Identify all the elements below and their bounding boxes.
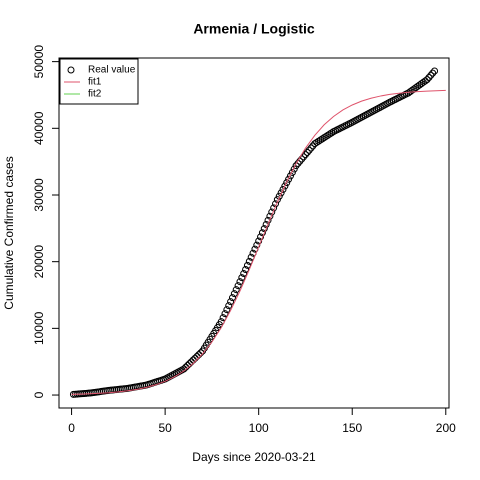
- data-point: [257, 233, 265, 241]
- x-tick-label: 50: [158, 421, 172, 435]
- data-point: [301, 151, 309, 159]
- data-point: [305, 146, 313, 154]
- x-axis-label: Days since 2020-03-21: [192, 450, 316, 464]
- y-tick-label: 50000: [32, 45, 46, 79]
- data-point: [423, 76, 431, 84]
- plot-frame: [58, 57, 450, 409]
- data-point: [290, 165, 298, 173]
- y-tick-label: 0: [32, 391, 46, 398]
- data-point: [279, 185, 287, 193]
- data-point: [303, 148, 311, 156]
- data-point: [288, 168, 296, 176]
- fit-line: [71, 89, 446, 395]
- data-point: [311, 140, 319, 148]
- data-point: [425, 73, 433, 81]
- data-point: [225, 302, 233, 310]
- x-tick-label: 200: [436, 421, 456, 435]
- data-point: [236, 278, 244, 286]
- chart-title: Armenia / Logistic: [193, 21, 315, 37]
- y-tick-label: 20000: [32, 245, 46, 279]
- data-point: [277, 189, 285, 197]
- x-tick-label: 0: [68, 421, 75, 435]
- data-point: [318, 135, 326, 143]
- data-point: [255, 237, 263, 245]
- x-tick-label: 150: [342, 421, 362, 435]
- legend-label: Real value: [88, 65, 136, 76]
- y-axis-label: Cumulative Confirmed cases: [2, 156, 16, 309]
- data-point: [230, 290, 238, 298]
- data-point: [242, 265, 250, 273]
- y-tick-label: 10000: [32, 311, 46, 345]
- data-point: [324, 131, 332, 139]
- data-point: [221, 310, 229, 318]
- data-point: [238, 274, 246, 282]
- data-point: [429, 69, 437, 77]
- data-point: [283, 179, 291, 187]
- data-point: [285, 175, 293, 183]
- data-point: [286, 172, 294, 180]
- legend-label: fit1: [88, 77, 102, 88]
- data-point: [260, 225, 268, 233]
- data-point: [328, 129, 336, 137]
- data-point: [243, 261, 251, 269]
- data-point: [315, 137, 323, 145]
- data-point: [431, 67, 439, 75]
- data-point: [240, 270, 248, 278]
- data-point: [421, 77, 429, 85]
- data-point: [316, 136, 324, 144]
- data-point: [326, 130, 334, 138]
- data-point: [234, 282, 242, 290]
- data-point: [307, 144, 315, 152]
- data-point: [292, 162, 300, 170]
- data-point: [223, 306, 231, 314]
- data-point: [320, 134, 328, 142]
- data-point: [313, 138, 321, 146]
- data-point: [232, 286, 240, 294]
- data-point: [275, 192, 283, 200]
- legend-symbol: [67, 66, 75, 74]
- data-point: [281, 182, 289, 190]
- data-point: [322, 132, 330, 140]
- data-point: [427, 71, 435, 79]
- legend-label: fit2: [88, 89, 102, 100]
- y-tick-label: 30000: [32, 178, 46, 212]
- x-tick-label: 100: [249, 421, 269, 435]
- data-point: [258, 229, 266, 237]
- y-tick-label: 40000: [32, 111, 46, 145]
- data-point: [227, 298, 235, 306]
- data-point: [228, 294, 236, 302]
